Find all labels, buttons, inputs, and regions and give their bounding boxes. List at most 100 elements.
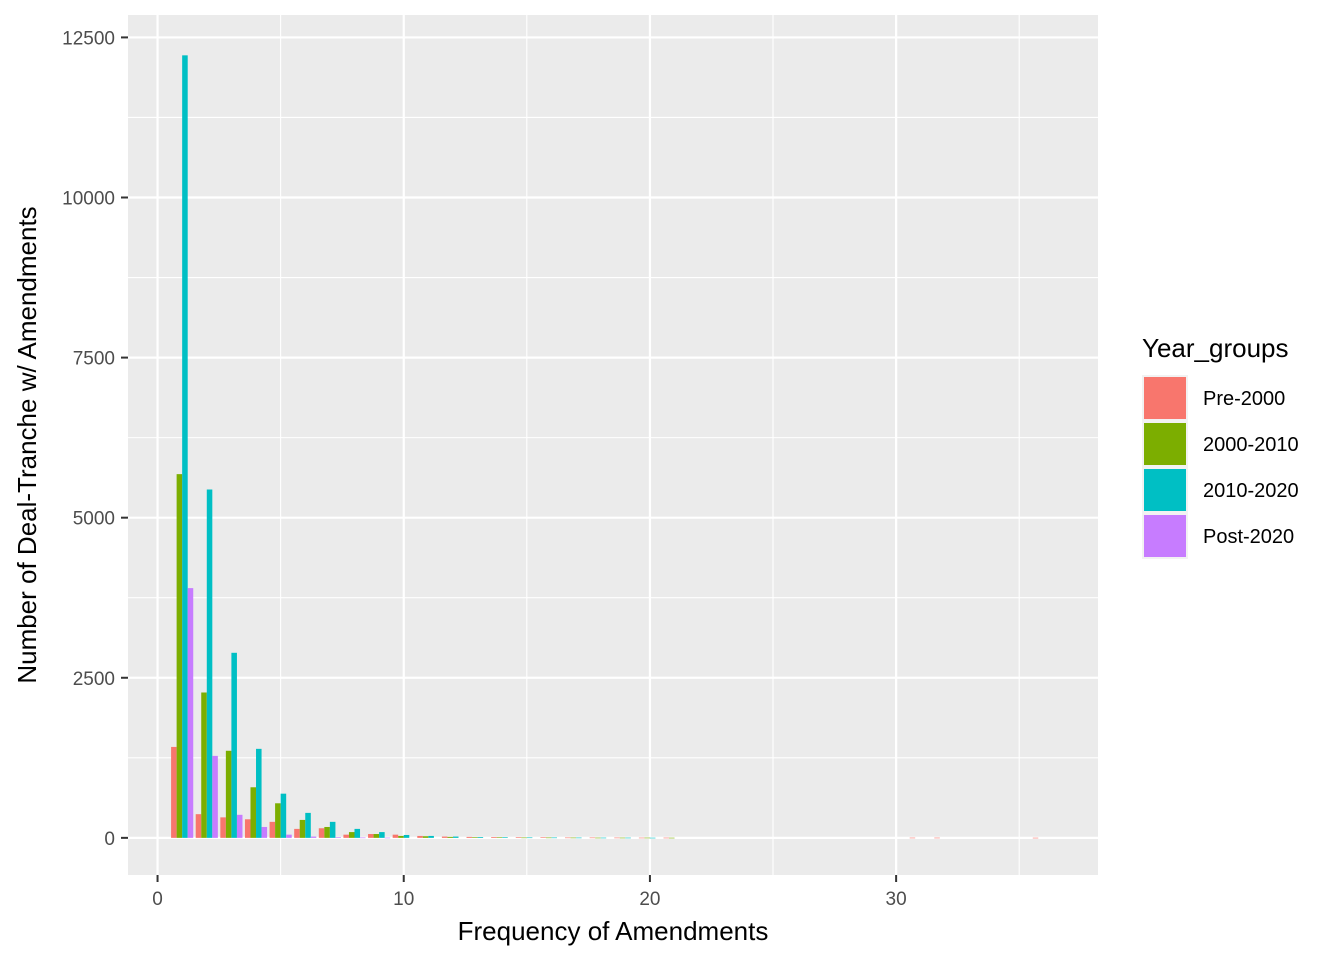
- bar: [619, 837, 626, 839]
- bar: [171, 746, 177, 838]
- legend-label: 2010-2020: [1203, 480, 1299, 502]
- legend-label: 2000-2010: [1203, 434, 1299, 456]
- bar: [614, 837, 620, 839]
- bar: [318, 828, 325, 838]
- y-axis: 0 2500 5000 7500 10000 12500: [62, 28, 128, 850]
- bar: [502, 837, 508, 838]
- bar: [310, 836, 317, 838]
- bar: [392, 834, 399, 838]
- bar: [348, 832, 355, 838]
- bar: [305, 812, 311, 838]
- bar: [343, 834, 349, 838]
- y-tick-label: 7500: [73, 349, 115, 370]
- y-tick-label: 2500: [73, 669, 115, 690]
- bar: [354, 828, 361, 838]
- bar: [360, 837, 366, 839]
- bar: [669, 837, 675, 839]
- bar: [515, 837, 522, 838]
- bar: [187, 588, 194, 838]
- bar: [398, 835, 404, 838]
- legend-item: Pre-2000: [1142, 375, 1285, 421]
- bar: [236, 814, 243, 838]
- bar: [231, 652, 237, 838]
- bar: [286, 834, 292, 838]
- x-tick-label: 0: [152, 889, 163, 910]
- bar: [379, 832, 385, 838]
- bar: [299, 819, 306, 838]
- bar: [384, 837, 391, 839]
- bar: [206, 489, 213, 838]
- bar: [644, 837, 650, 839]
- bar: [324, 826, 330, 838]
- bar: [220, 817, 226, 838]
- bar: [521, 837, 527, 839]
- minor-gridlines: [128, 15, 1098, 875]
- bar: [540, 837, 546, 838]
- bar: [280, 793, 287, 838]
- bar: [625, 837, 631, 839]
- bar: [466, 836, 473, 838]
- legend-swatch: [1144, 515, 1186, 557]
- y-tick-label: 12500: [62, 28, 115, 49]
- x-axis: 0 10 20 30: [152, 875, 907, 910]
- bar: [275, 803, 281, 838]
- x-axis-title: Frequency of Amendments: [458, 916, 769, 946]
- bar: [934, 837, 940, 839]
- bar: [329, 821, 336, 838]
- legend: Year_groups Pre-2000 2000-2010 2010-2020 Po…: [1142, 333, 1299, 559]
- bar: [244, 819, 251, 838]
- legend-label: Post-2020: [1203, 526, 1294, 548]
- bar: [589, 837, 596, 839]
- bar: [417, 835, 423, 838]
- bar: [496, 837, 503, 838]
- bar: [600, 837, 607, 839]
- bar: [269, 821, 276, 838]
- legend-label: Pre-2000: [1203, 388, 1285, 410]
- bar: [526, 837, 533, 839]
- bars: [171, 55, 1039, 839]
- bar: [212, 755, 218, 838]
- bar: [472, 837, 478, 838]
- bar: [368, 834, 374, 838]
- bar: [256, 748, 262, 838]
- plot-panel: [128, 15, 1098, 875]
- bar: [576, 837, 582, 839]
- bar: [294, 828, 300, 838]
- bar: [335, 837, 341, 838]
- x-tick-label: 20: [639, 889, 660, 910]
- bar: [182, 55, 188, 838]
- bar: [491, 837, 497, 838]
- bar: [176, 474, 183, 838]
- y-tick-label: 5000: [73, 509, 115, 530]
- y-tick-label: 0: [104, 829, 115, 850]
- bar: [452, 836, 459, 838]
- bar: [595, 837, 601, 839]
- bar: [570, 837, 577, 839]
- bar: [428, 835, 434, 838]
- legend-title: Year_groups: [1142, 333, 1289, 363]
- legend-item: Post-2020: [1142, 513, 1294, 559]
- y-tick-label: 10000: [62, 189, 115, 210]
- bar: [1032, 837, 1039, 839]
- bar: [551, 837, 557, 839]
- bar: [195, 814, 202, 838]
- bar: [201, 692, 207, 838]
- y-axis-title: Number of Deal-Tranche w/ Amendments: [12, 206, 42, 683]
- bar: [403, 834, 410, 838]
- bar: [545, 837, 552, 839]
- bar: [261, 826, 268, 838]
- bar: [564, 837, 571, 839]
- bar: [663, 837, 670, 839]
- legend-item: 2010-2020: [1142, 467, 1299, 513]
- bar: [447, 836, 453, 838]
- legend-swatch: [1144, 469, 1186, 511]
- bar: [649, 837, 656, 839]
- bar: [638, 837, 645, 839]
- bar: [909, 837, 916, 839]
- bar: [477, 837, 484, 838]
- bar: [373, 834, 380, 838]
- legend-items: Pre-2000 2000-2010 2010-2020 Post-2020: [1142, 375, 1299, 559]
- bar: [422, 836, 429, 838]
- legend-swatch: [1144, 423, 1186, 465]
